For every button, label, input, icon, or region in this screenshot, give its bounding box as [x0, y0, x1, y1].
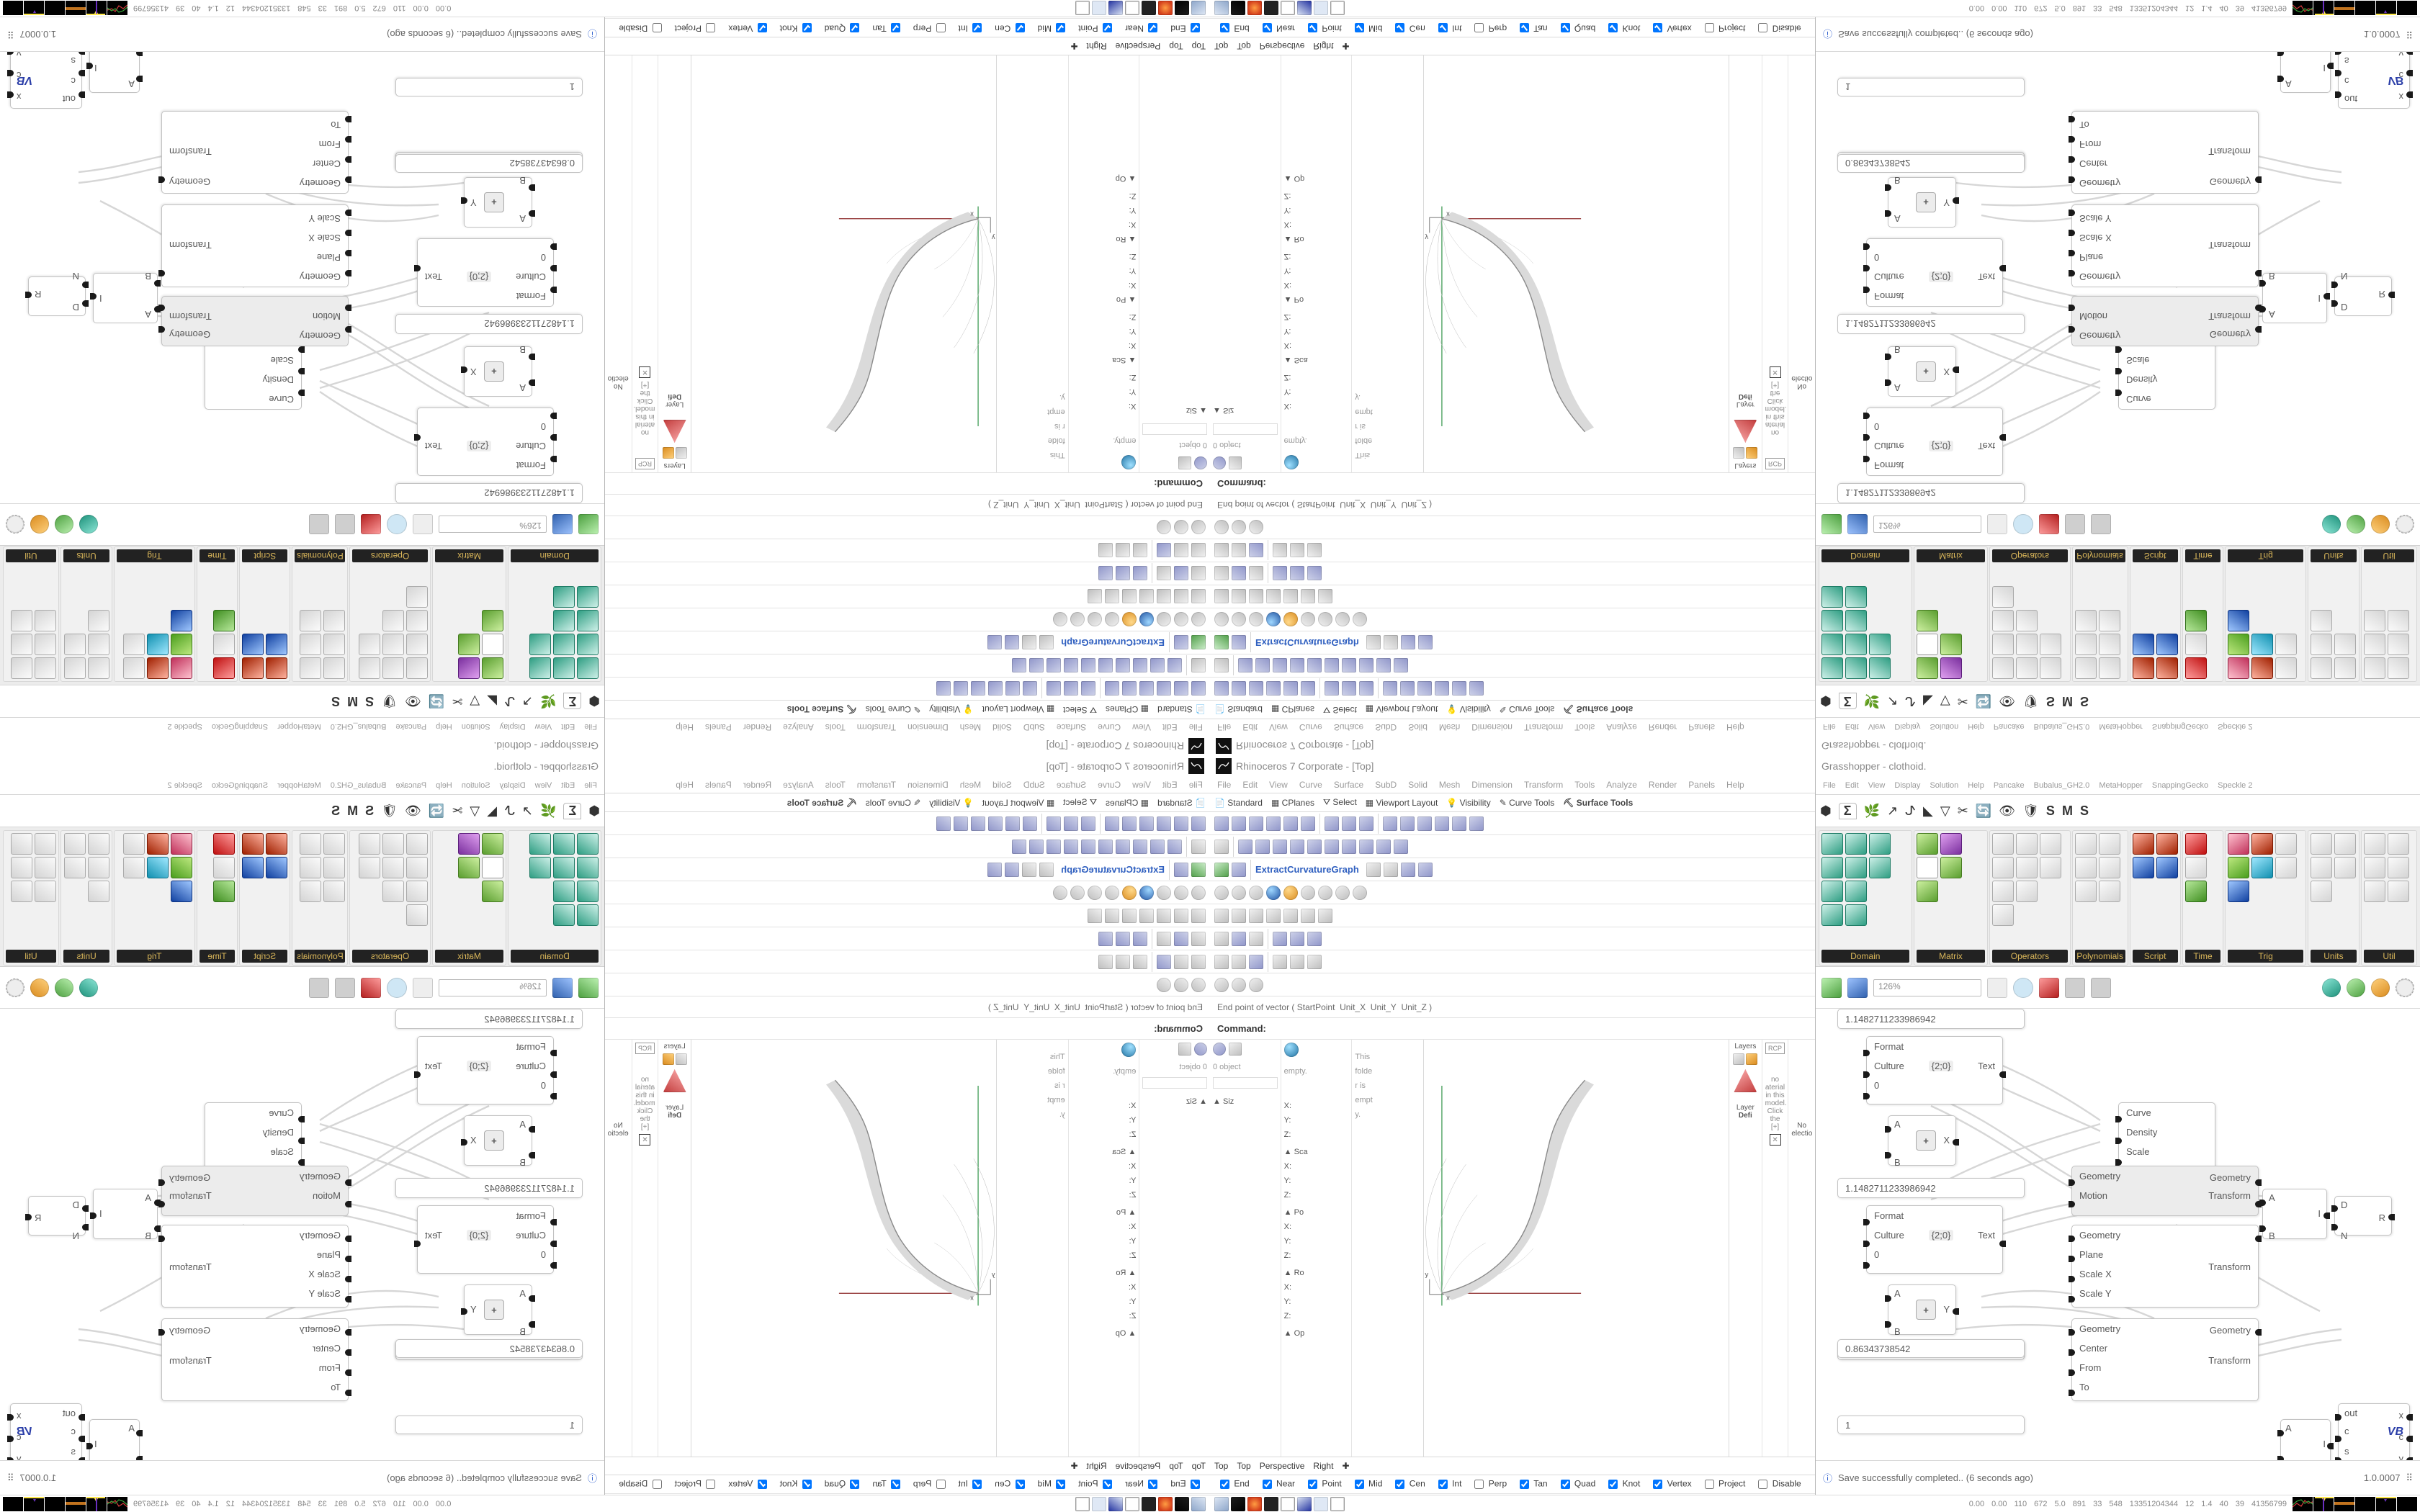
svg-text:y: y: [991, 1271, 995, 1278]
svg-text:y: y: [991, 234, 995, 241]
svg-text:x: x: [1446, 1295, 1450, 1302]
svg-text:x: x: [970, 1295, 974, 1302]
svg-text:x: x: [970, 210, 974, 217]
svg-text:y: y: [1425, 1271, 1429, 1278]
svg-text:y: y: [1425, 234, 1429, 241]
svg-text:x: x: [1446, 210, 1450, 217]
